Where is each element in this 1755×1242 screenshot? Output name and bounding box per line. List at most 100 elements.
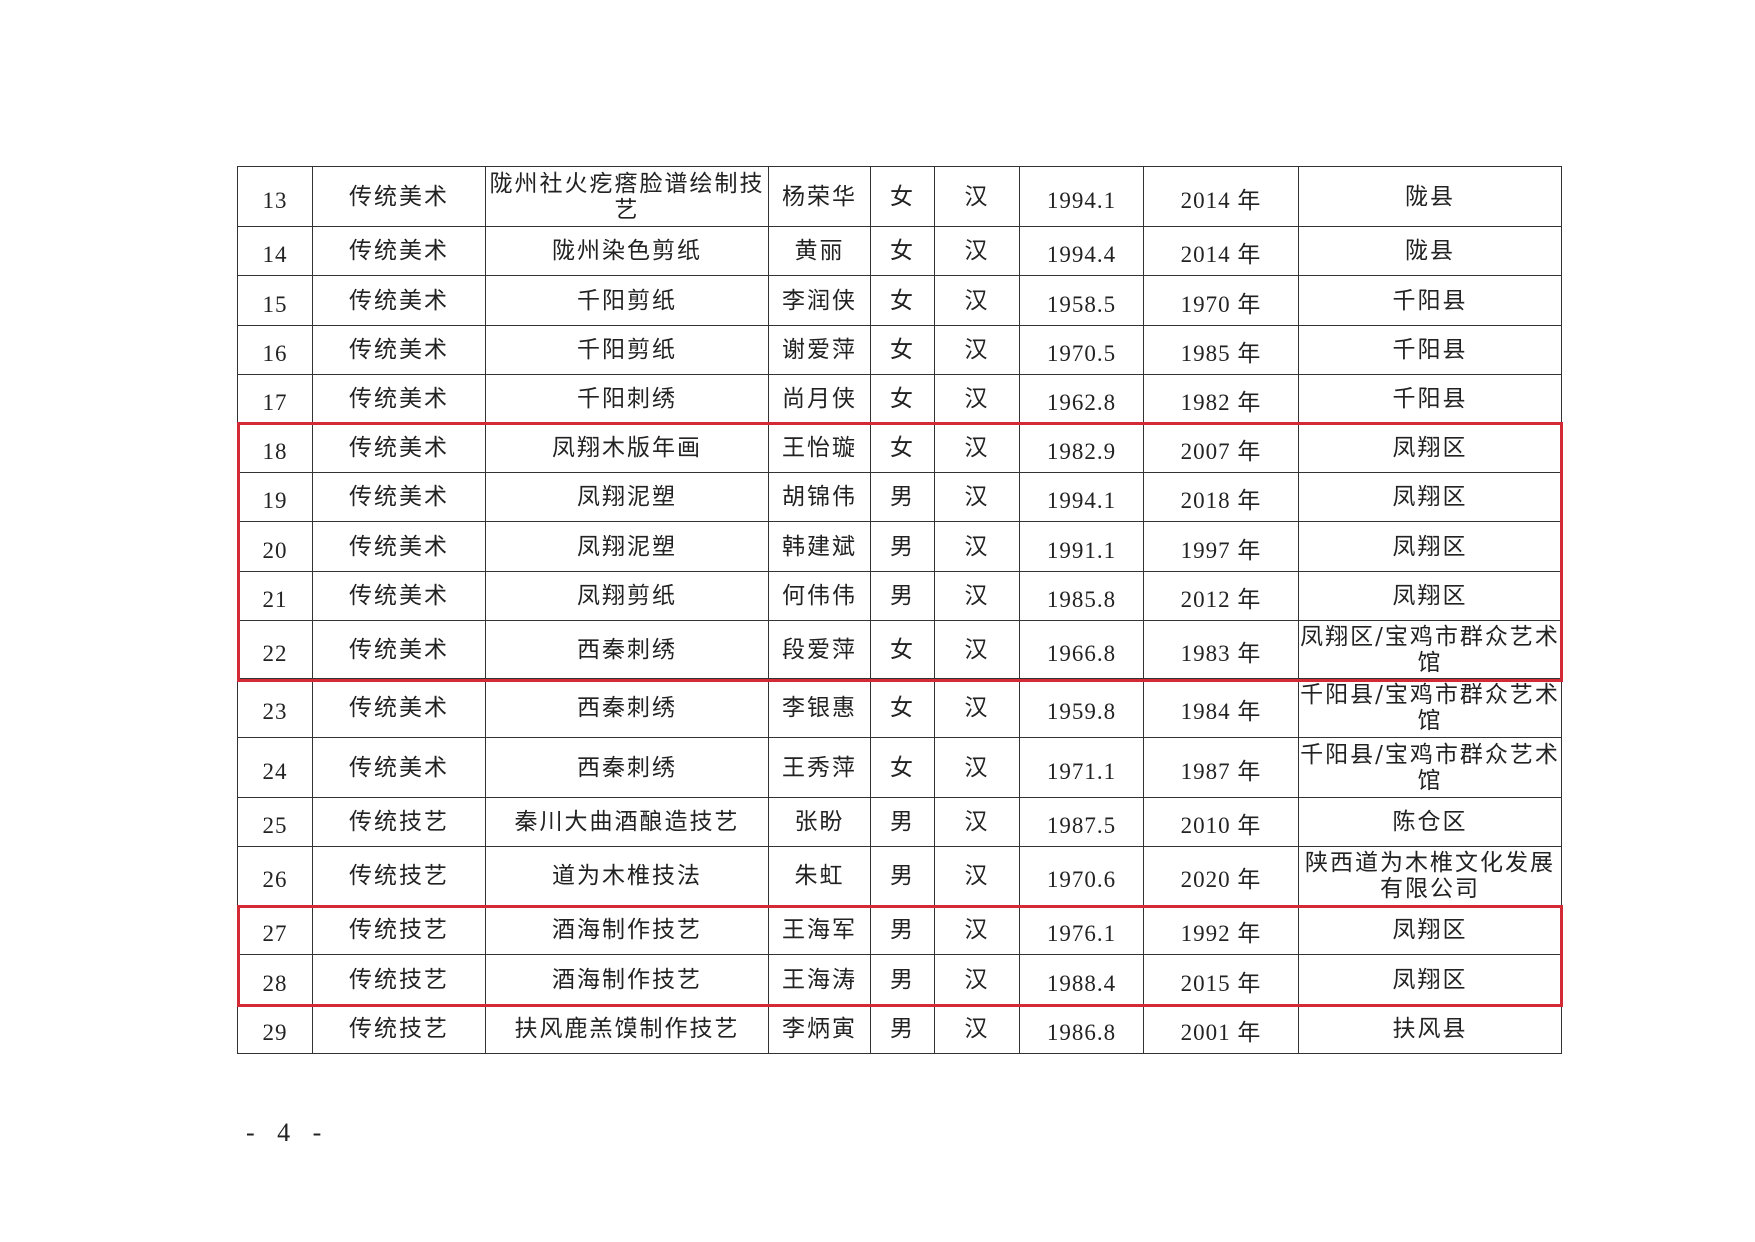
cell-region: 千阳县 [1298, 325, 1562, 375]
cell-birth: 1991.1 [1019, 521, 1144, 572]
cell-no: 25 [237, 797, 313, 847]
cell-region: 凤翔区 [1298, 571, 1562, 621]
cell-no: 29 [237, 1004, 313, 1054]
cell-start: 1982 年 [1143, 374, 1299, 424]
cell-category: 传统美术 [312, 472, 486, 522]
cell-no: 24 [237, 737, 313, 798]
cell-name: 李银惠 [768, 678, 871, 738]
cell-birth: 1976.1 [1019, 905, 1144, 955]
cell-no: 13 [237, 166, 313, 227]
cell-start: 1985 年 [1143, 325, 1299, 375]
cell-no: 21 [237, 571, 313, 621]
cell-project: 酒海制作技艺 [485, 954, 769, 1005]
cell-birth: 1994.1 [1019, 166, 1144, 227]
cell-birth: 1994.4 [1019, 226, 1144, 276]
cell-category: 传统美术 [312, 226, 486, 276]
cell-gender: 男 [870, 954, 935, 1005]
table-row: 26 传统技艺 道为木椎技法 朱虹男汉 1970.6 2020 年陕西道为木椎文化发展有限… [237, 846, 1562, 906]
cell-gender: 女 [870, 423, 935, 473]
cell-project: 西秦刺绣 [485, 620, 769, 679]
cell-ethnicity: 汉 [934, 325, 1020, 375]
cell-no: 19 [237, 472, 313, 522]
cell-birth: 1985.8 [1019, 571, 1144, 621]
cell-project: 凤翔泥塑 [485, 472, 769, 522]
cell-project: 西秦刺绣 [485, 737, 769, 798]
cell-project: 西秦刺绣 [485, 678, 769, 738]
cell-no: 17 [237, 374, 313, 424]
cell-start: 2001 年 [1143, 1004, 1299, 1054]
cell-region: 陕西道为木椎文化发展有限公司 [1298, 846, 1562, 906]
cell-project: 酒海制作技艺 [485, 905, 769, 955]
cell-no: 20 [237, 521, 313, 572]
cell-birth: 1982.9 [1019, 423, 1144, 473]
cell-start: 1984 年 [1143, 678, 1299, 738]
cell-start: 2020 年 [1143, 846, 1299, 906]
cell-region: 陈仓区 [1298, 797, 1562, 847]
table-row: 29 传统技艺 扶风鹿羔馍制作技艺 李炳寅男汉 1986.8 2001 年扶风县 [237, 1004, 1562, 1054]
cell-category: 传统技艺 [312, 1004, 486, 1054]
cell-gender: 男 [870, 521, 935, 572]
cell-name: 王海军 [768, 905, 871, 955]
cell-gender: 女 [870, 275, 935, 326]
cell-project: 扶风鹿羔馍制作技艺 [485, 1004, 769, 1054]
cell-start: 1987 年 [1143, 737, 1299, 798]
cell-no: 26 [237, 846, 313, 906]
cell-birth: 1970.5 [1019, 325, 1144, 375]
cell-gender: 女 [870, 737, 935, 798]
cell-name: 杨荣华 [768, 166, 871, 227]
cell-ethnicity: 汉 [934, 166, 1020, 227]
cell-project: 千阳刺绣 [485, 374, 769, 424]
cell-ethnicity: 汉 [934, 374, 1020, 424]
cell-ethnicity: 汉 [934, 846, 1020, 906]
cell-start: 2012 年 [1143, 571, 1299, 621]
table-row: 20 传统美术 凤翔泥塑 韩建斌男汉 1991.1 1997 年凤翔区 [237, 521, 1562, 572]
cell-name: 韩建斌 [768, 521, 871, 572]
cell-region: 千阳县 [1298, 374, 1562, 424]
cell-category: 传统美术 [312, 275, 486, 326]
cell-birth: 1958.5 [1019, 275, 1144, 326]
cell-start: 2014 年 [1143, 226, 1299, 276]
cell-name: 王海涛 [768, 954, 871, 1005]
page-number: - 4 - [246, 1118, 330, 1147]
cell-category: 传统美术 [312, 620, 486, 679]
table-row: 19 传统美术 凤翔泥塑 胡锦伟男汉 1994.1 2018 年凤翔区 [237, 472, 1562, 522]
cell-ethnicity: 汉 [934, 226, 1020, 276]
cell-project: 凤翔木版年画 [485, 423, 769, 473]
cell-region: 千阳县/宝鸡市群众艺术馆 [1298, 678, 1562, 738]
cell-category: 传统美术 [312, 423, 486, 473]
cell-region: 陇县 [1298, 226, 1562, 276]
table-row: 14 传统美术 陇州染色剪纸 黄丽女汉 1994.4 2014 年陇县 [237, 226, 1562, 276]
cell-category: 传统美术 [312, 166, 486, 227]
cell-category: 传统技艺 [312, 797, 486, 847]
cell-name: 王怡璇 [768, 423, 871, 473]
cell-ethnicity: 汉 [934, 905, 1020, 955]
cell-birth: 1994.1 [1019, 472, 1144, 522]
cell-ethnicity: 汉 [934, 1004, 1020, 1054]
cell-start: 2010 年 [1143, 797, 1299, 847]
cell-gender: 男 [870, 472, 935, 522]
cell-name: 段爱萍 [768, 620, 871, 679]
cell-name: 王秀萍 [768, 737, 871, 798]
table-row: 23 传统美术 西秦刺绣 李银惠女汉 1959.8 1984 年千阳县/宝鸡市群众艺术馆 [237, 678, 1562, 738]
cell-gender: 女 [870, 166, 935, 227]
cell-project: 千阳剪纸 [485, 325, 769, 375]
table-row: 16 传统美术 千阳剪纸 谢爱萍女汉 1970.5 1985 年千阳县 [237, 325, 1562, 375]
cell-gender: 男 [870, 846, 935, 906]
cell-category: 传统美术 [312, 737, 486, 798]
cell-ethnicity: 汉 [934, 737, 1020, 798]
cell-name: 李炳寅 [768, 1004, 871, 1054]
cell-region: 凤翔区 [1298, 954, 1562, 1005]
cell-birth: 1959.8 [1019, 678, 1144, 738]
table-row: 18 传统美术 凤翔木版年画 王怡璇女汉 1982.9 2007 年凤翔区 [237, 423, 1562, 473]
cell-project: 陇州社火疙瘩脸谱绘制技艺 [485, 166, 769, 227]
cell-no: 22 [237, 620, 313, 679]
cell-gender: 女 [870, 226, 935, 276]
cell-name: 尚月侠 [768, 374, 871, 424]
cell-category: 传统技艺 [312, 846, 486, 906]
cell-project: 凤翔剪纸 [485, 571, 769, 621]
cell-name: 胡锦伟 [768, 472, 871, 522]
cell-start: 1992 年 [1143, 905, 1299, 955]
cell-birth: 1962.8 [1019, 374, 1144, 424]
cell-birth: 1970.6 [1019, 846, 1144, 906]
cell-name: 黄丽 [768, 226, 871, 276]
